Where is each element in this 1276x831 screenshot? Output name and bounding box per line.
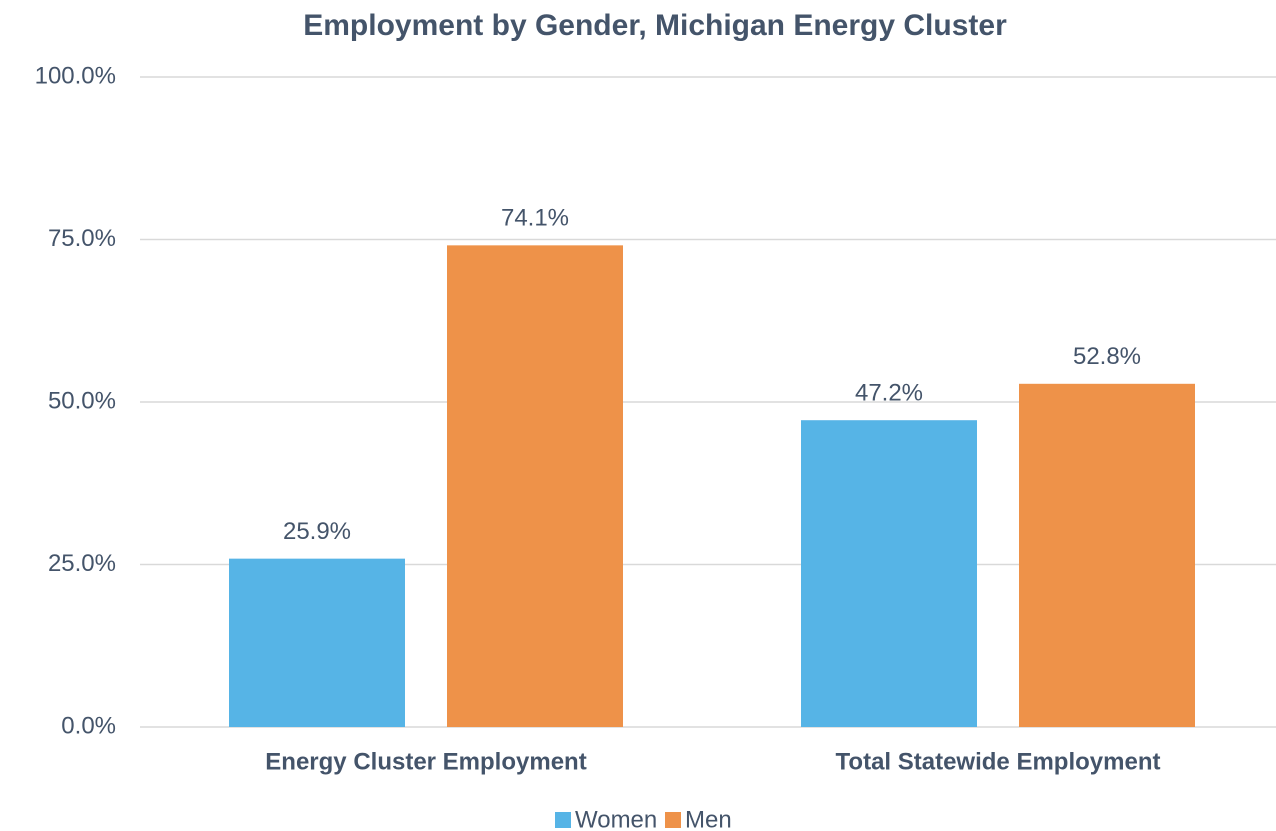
- data-label: 47.2%: [855, 380, 923, 407]
- bar: [1019, 383, 1195, 727]
- x-tick-label: Total Statewide Employment: [836, 748, 1161, 775]
- legend-label: Women: [575, 806, 657, 831]
- y-tick-label: 75.0%: [48, 225, 116, 252]
- y-tick-label: 50.0%: [48, 387, 116, 414]
- x-tick-label: Energy Cluster Employment: [265, 748, 586, 775]
- data-label: 52.8%: [1073, 343, 1141, 370]
- data-label: 25.9%: [283, 518, 351, 545]
- data-label: 74.1%: [501, 205, 569, 232]
- legend-label: Men: [685, 806, 732, 831]
- bar: [801, 420, 977, 727]
- legend-swatch: [665, 812, 681, 828]
- chart-title: Employment by Gender, Michigan Energy Cl…: [303, 9, 1007, 42]
- legend-swatch: [555, 812, 571, 828]
- bar: [447, 245, 623, 727]
- y-tick-label: 25.0%: [48, 550, 116, 577]
- bar: [229, 558, 405, 727]
- y-tick-label: 0.0%: [61, 712, 116, 739]
- y-tick-label: 100.0%: [35, 62, 116, 89]
